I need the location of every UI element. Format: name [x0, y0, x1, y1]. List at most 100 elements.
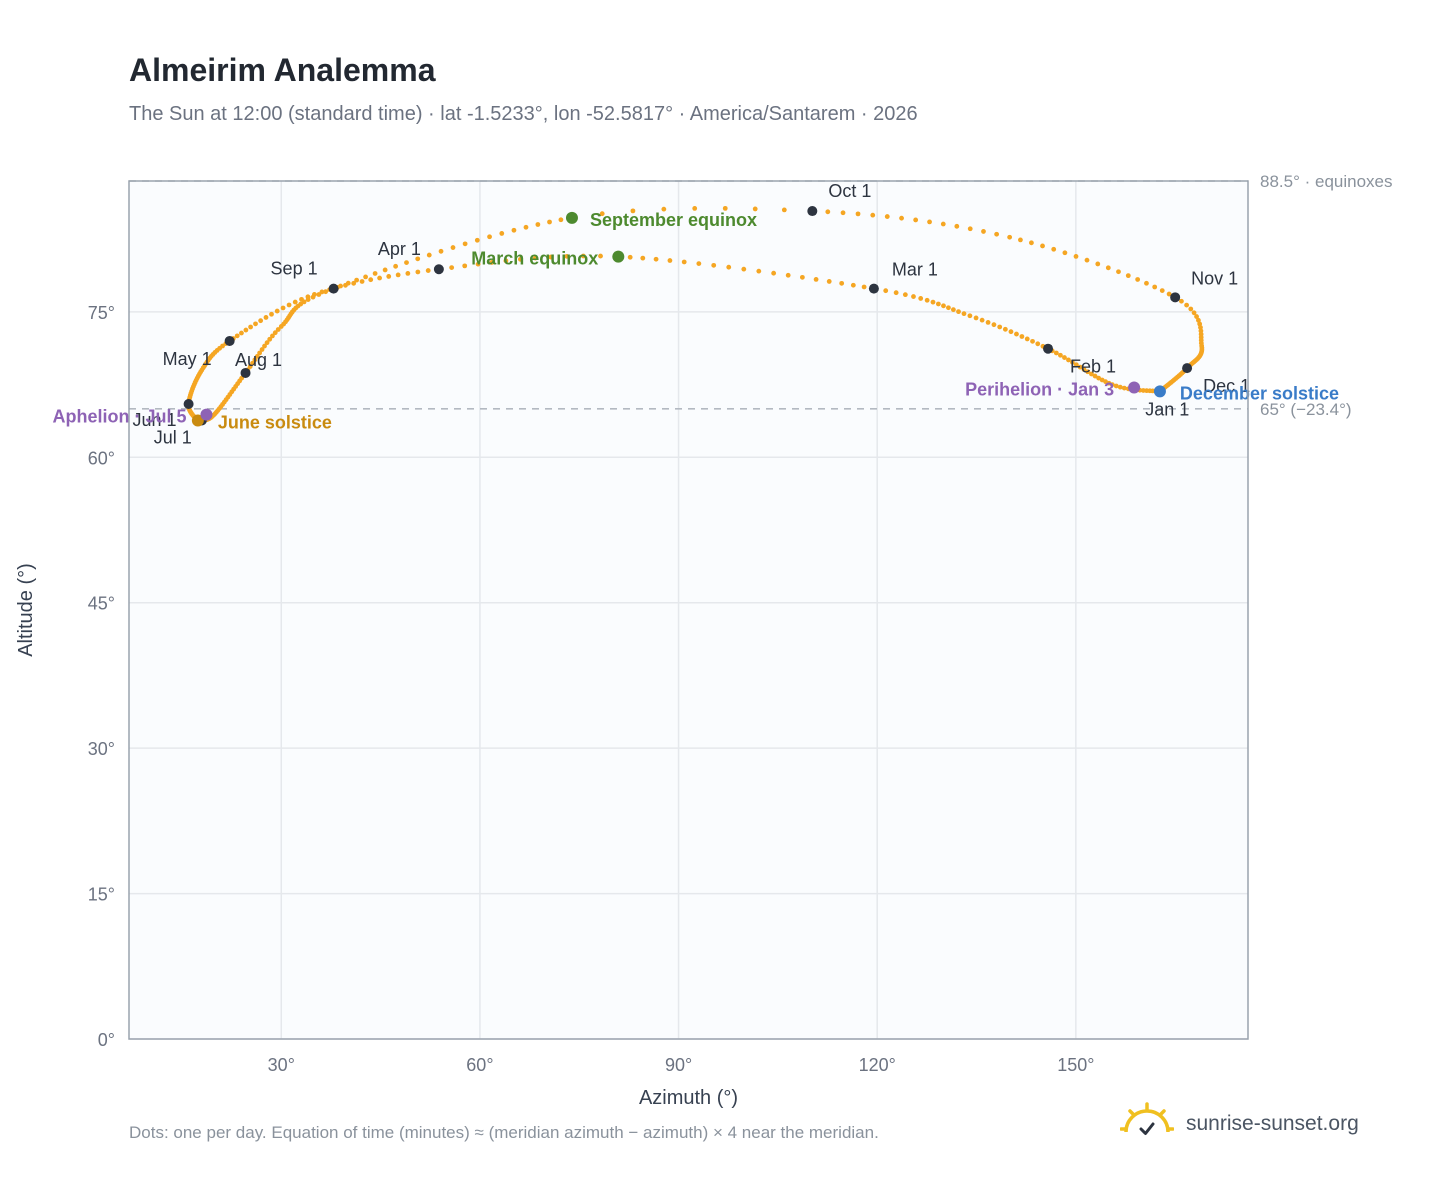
daily-sun-dot: [368, 277, 374, 283]
daily-sun-dot: [771, 270, 777, 276]
daily-sun-dot: [826, 279, 832, 284]
daily-sun-dot: [902, 292, 908, 298]
daily-sun-dot: [1116, 269, 1121, 275]
daily-sun-dot: [927, 219, 932, 225]
daily-sun-dot: [1062, 250, 1068, 256]
daily-sun-dot: [726, 264, 732, 270]
reference-line-label: 88.5° · equinoxes: [1260, 172, 1393, 191]
y-tick-label: 45°: [88, 594, 115, 614]
event-marker: [565, 211, 578, 224]
daily-sun-dot: [1007, 234, 1013, 240]
daily-sun-dot: [449, 265, 455, 270]
daily-sun-dot: [259, 347, 265, 352]
month-point: [328, 283, 339, 294]
event-label: Aphelion · Jul 5: [52, 407, 186, 427]
event-label: September equinox: [590, 210, 757, 230]
daily-sun-dot: [640, 255, 646, 261]
daily-sun-dot: [667, 258, 673, 263]
month-label: Nov 1: [1191, 268, 1238, 288]
daily-sun-dot: [870, 212, 876, 218]
month-point: [807, 206, 818, 217]
event-label: June solstice: [218, 412, 332, 432]
month-label: Jun 1: [133, 410, 177, 430]
daily-sun-dot: [580, 253, 586, 259]
daily-sun-dot: [503, 258, 509, 264]
daily-sun-dot: [1077, 364, 1083, 370]
daily-sun-dot: [323, 289, 329, 295]
daily-sun-dot: [377, 275, 382, 281]
daily-sun-dot: [627, 254, 633, 260]
daily-sun-dot: [252, 357, 258, 363]
daily-sun-dot: [653, 256, 659, 262]
daily-sun-dot: [254, 354, 260, 359]
x-tick-label: 150°: [1057, 1055, 1094, 1075]
daily-sun-dot: [263, 315, 269, 320]
daily-sun-dot: [305, 297, 311, 302]
daily-sun-dot: [1084, 257, 1090, 263]
brand[interactable]: sunrise-sunset.org: [1120, 1102, 1359, 1146]
month-point: [433, 264, 444, 275]
daily-sun-dot: [1040, 243, 1045, 249]
daily-sun-dot: [1191, 310, 1197, 316]
daily-sun-dot: [415, 269, 421, 275]
daily-sun-dot: [799, 274, 805, 280]
daily-sun-dot: [257, 350, 263, 356]
month-point: [1170, 292, 1181, 303]
daily-sun-dot: [1019, 334, 1025, 339]
chart-title: Almeirim Analemma: [129, 52, 436, 88]
y-tick-label: 0°: [98, 1030, 115, 1050]
month-point: [224, 335, 235, 346]
daily-sun-dot: [1113, 383, 1119, 389]
daily-sun-dot: [462, 241, 468, 247]
x-tick-label: 90°: [665, 1055, 692, 1075]
daily-sun-dot: [489, 260, 495, 265]
daily-sun-dot: [1014, 331, 1019, 337]
daily-sun-dot: [253, 321, 258, 327]
month-label: Feb 1: [1070, 357, 1116, 377]
daily-sun-dot: [547, 219, 552, 225]
daily-sun-dot: [310, 294, 316, 300]
daily-sun-dot: [961, 311, 967, 317]
daily-sun-dot: [280, 305, 286, 311]
daily-sun-dot: [1105, 265, 1111, 271]
daily-sun-dot: [1159, 288, 1165, 293]
daily-sun-dot: [930, 299, 936, 305]
daily-sun-dot: [415, 256, 421, 262]
daily-sun-dot: [1140, 388, 1146, 393]
daily-sun-dot: [239, 330, 244, 336]
daily-sun-dot: [438, 248, 444, 254]
daily-sun-dot: [940, 221, 946, 227]
daily-sun-dot: [981, 229, 986, 234]
daily-sun-dot: [1092, 373, 1098, 379]
plot-frame: [128, 180, 1249, 1040]
daily-sun-dot: [1066, 357, 1071, 363]
daily-sun-dot: [518, 256, 523, 262]
daily-sun-dot: [991, 322, 997, 328]
daily-sun-dot: [354, 277, 360, 283]
daily-sun-dot: [1135, 277, 1141, 282]
daily-sun-dot: [269, 311, 274, 317]
daily-sun-dot: [345, 280, 351, 286]
daily-sun-dot: [462, 263, 468, 269]
daily-sun-dot: [950, 307, 956, 313]
daily-sun-dot: [267, 336, 273, 342]
daily-sun-dot: [813, 277, 819, 282]
daily-sun-dot: [270, 333, 275, 339]
daily-sun-dot: [883, 288, 889, 294]
month-label: May 1: [163, 349, 212, 369]
month-label: Jul 1: [154, 427, 192, 447]
event-marker: [1153, 385, 1166, 398]
daily-sun-dot: [395, 272, 401, 278]
daily-sun-dot: [918, 296, 924, 301]
daily-sun-dot: [1121, 385, 1127, 391]
daily-sun-dot: [781, 207, 787, 213]
event-label: December solstice: [1180, 383, 1339, 403]
axis-ticks: 30° 60° 90° 120° 150° 0° 15° 30° 45° 60° 75°: [88, 303, 1095, 1075]
y-tick-label: 60°: [88, 448, 115, 468]
daily-sun-dot: [985, 319, 991, 325]
daily-sun-dot: [994, 231, 1000, 237]
daily-sun-dot: [301, 299, 307, 305]
x-tick-label: 120°: [859, 1055, 896, 1075]
daily-sun-dot: [973, 315, 979, 321]
daily-sun-dot: [1051, 246, 1057, 252]
